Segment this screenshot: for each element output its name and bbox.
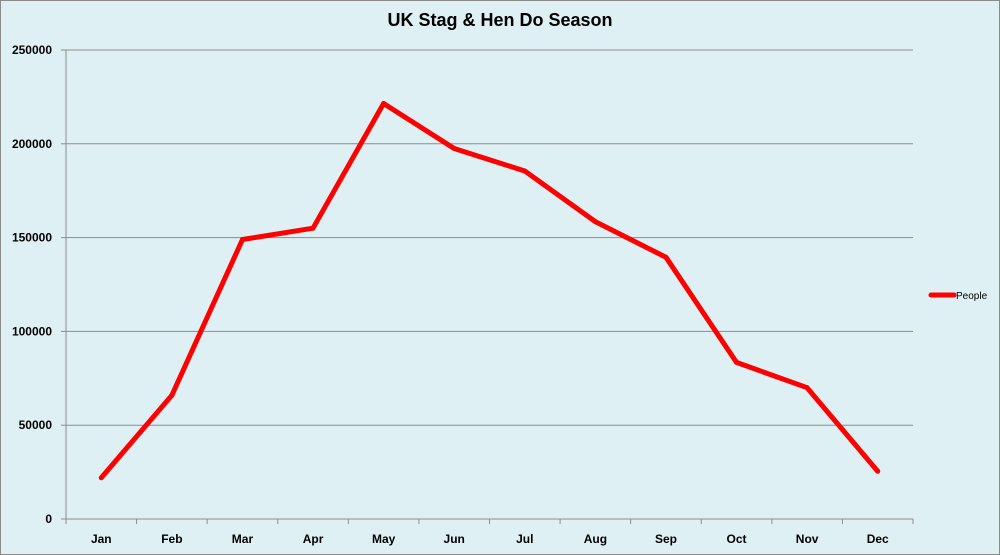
series-line [98,101,881,481]
x-tick-label: May [372,532,396,546]
y-tick-label: 200000 [12,137,52,151]
data-point [381,100,387,106]
x-tick-label: Nov [796,532,819,546]
x-tick-label: Aug [584,532,607,546]
x-tick-label: Feb [161,532,182,546]
data-point [98,475,104,481]
y-tick-label: 250000 [12,43,52,57]
x-tick-label: Jun [444,532,465,546]
data-point [522,168,528,174]
legend-label: People [956,291,988,302]
x-tick-label: Mar [232,532,254,546]
axes [61,49,914,524]
x-axis-tick-labels: Jan Feb Mar Apr May Jun Jul Aug Sep Oct Nov Dec [91,532,889,546]
gridlines [66,49,913,426]
legend: People [928,291,988,302]
data-point [734,359,740,365]
chart-title: UK Stag & Hen Do Season [387,10,613,30]
y-axis-tick-labels: 0 50000 100000 150000 200000 250000 [12,43,52,526]
x-tick-label: Apr [303,532,324,546]
x-tick-label: Sep [655,532,677,546]
data-point [875,468,881,474]
data-point [169,392,175,398]
x-tick-label: Jul [516,532,533,546]
x-tick-label: Oct [727,532,747,546]
x-tick-label: Dec [867,532,889,546]
y-tick-label: 100000 [12,324,52,338]
x-tick-label: Jan [91,532,112,546]
data-point [804,385,810,391]
y-tick-label: 50000 [19,418,53,432]
data-point [451,145,457,151]
y-tick-label: 0 [45,512,52,526]
data-point [310,225,316,231]
data-point [239,236,245,242]
data-point [663,254,669,260]
series [98,100,881,481]
y-tick-label: 150000 [12,231,52,245]
data-point [592,219,598,225]
